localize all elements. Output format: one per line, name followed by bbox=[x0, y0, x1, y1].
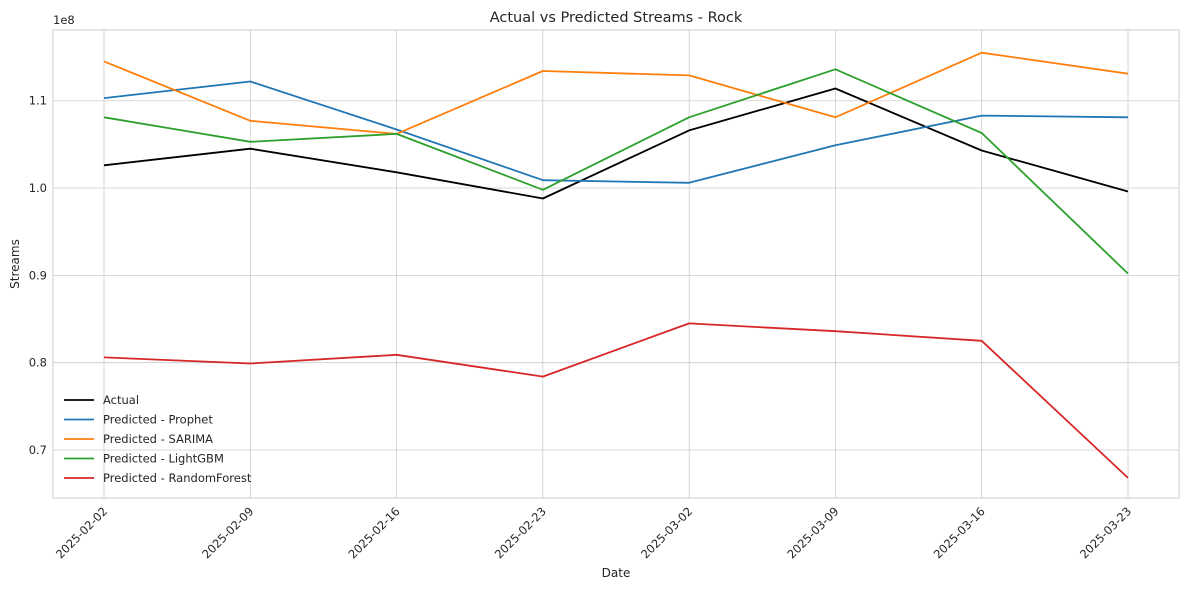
x-tick-label: 2025-03-02 bbox=[638, 504, 695, 561]
grid bbox=[53, 30, 1179, 498]
x-tick-label: 2025-02-02 bbox=[53, 504, 110, 561]
legend-label: Predicted - LightGBM bbox=[103, 452, 224, 466]
y-tick-label: 0.7 bbox=[29, 443, 47, 457]
series-line bbox=[103, 322, 1129, 479]
y-axis-ticks: 0.7 0.8 0.9 1.0 1.1 bbox=[29, 94, 47, 457]
x-tick-label: 2025-02-23 bbox=[492, 504, 549, 561]
legend: Actual Predicted - Prophet Predicted - SAR… bbox=[64, 393, 252, 485]
x-tick-label: 2025-02-09 bbox=[199, 504, 256, 561]
plot-frame bbox=[52, 29, 1180, 499]
legend-label: Actual bbox=[103, 393, 139, 407]
x-tick-label: 2025-02-16 bbox=[346, 504, 403, 561]
y-tick-label: 1.0 bbox=[29, 181, 47, 195]
x-axis-label: Date bbox=[602, 566, 631, 580]
chart-title: Actual vs Predicted Streams - Rock bbox=[490, 10, 743, 26]
y-axis-label: Streams bbox=[8, 239, 22, 289]
legend-label: Predicted - SARIMA bbox=[103, 432, 213, 446]
y-tick-label: 0.9 bbox=[29, 268, 47, 282]
legend-label: Predicted - RandomForest bbox=[103, 471, 252, 485]
x-tick-label: 2025-03-16 bbox=[931, 504, 988, 561]
y-tick-label: 0.8 bbox=[29, 356, 47, 370]
series-line bbox=[103, 51, 1129, 135]
x-tick-label: 2025-03-23 bbox=[1077, 504, 1134, 561]
series-lines bbox=[103, 51, 1129, 479]
legend-label: Predicted - Prophet bbox=[103, 413, 213, 427]
series-line bbox=[103, 80, 1129, 184]
series-line bbox=[103, 68, 1129, 275]
series-line bbox=[103, 87, 1129, 200]
x-axis-ticks: 2025-02-02 2025-02-09 2025-02-16 2025-02-23… bbox=[53, 504, 1134, 561]
y-tick-label: 1.1 bbox=[29, 94, 47, 108]
x-tick-label: 2025-03-09 bbox=[784, 504, 841, 561]
y-scale-label: 1e8 bbox=[53, 13, 75, 27]
